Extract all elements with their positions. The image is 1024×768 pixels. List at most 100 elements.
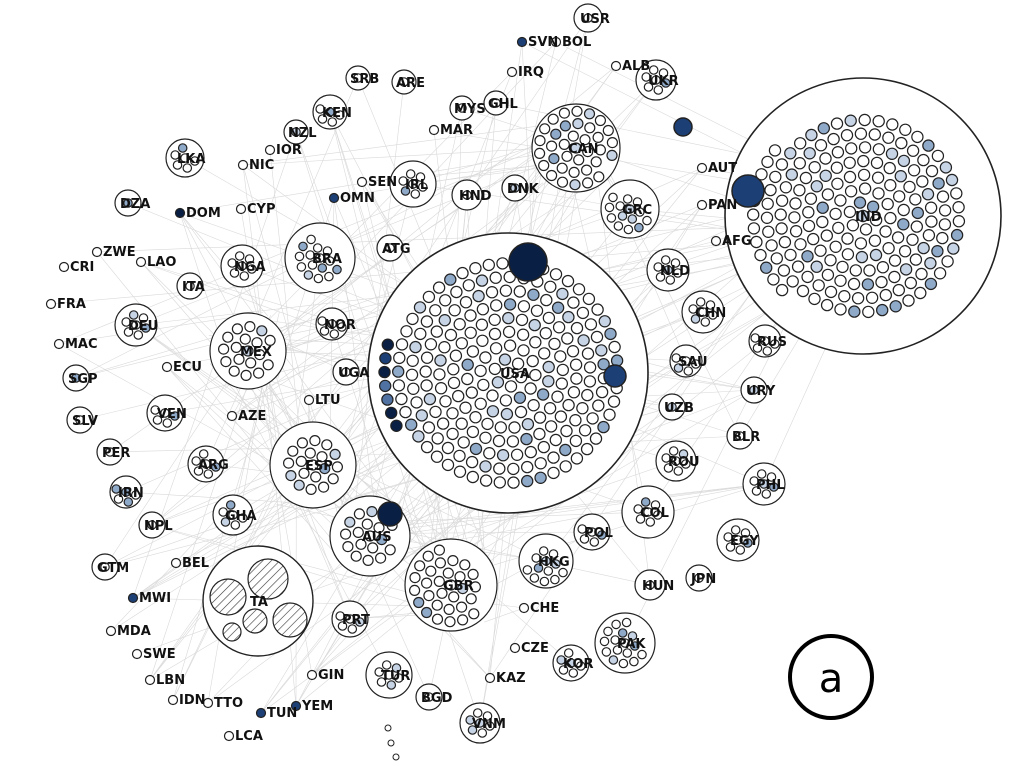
country-pol[interactable] [573, 513, 611, 551]
country-ind[interactable] [724, 77, 1002, 355]
country-irn[interactable] [109, 475, 143, 509]
country-usa[interactable] [367, 232, 649, 514]
country-per[interactable] [96, 438, 124, 466]
country-mex[interactable] [209, 312, 287, 390]
country-ven[interactable] [146, 394, 184, 432]
country-aze[interactable] [226, 410, 238, 422]
country-ta[interactable] [202, 545, 314, 657]
country-nic[interactable] [237, 159, 249, 171]
country-dom[interactable] [174, 207, 186, 219]
country-gtm[interactable] [91, 553, 119, 581]
country-uzb[interactable] [658, 393, 686, 421]
country-sgp[interactable] [62, 364, 90, 392]
node [694, 573, 704, 583]
country-mwi[interactable] [127, 592, 139, 604]
country-bol[interactable] [550, 36, 562, 48]
country-sen[interactable] [356, 176, 368, 188]
country-che[interactable] [518, 602, 530, 614]
country-hkg[interactable] [518, 533, 574, 589]
country-fra[interactable] [45, 298, 57, 310]
country-lao[interactable] [135, 256, 147, 268]
country-col[interactable] [621, 485, 675, 539]
node [533, 563, 544, 573]
country-nld[interactable] [646, 248, 690, 292]
country-gha[interactable] [212, 494, 254, 536]
country-alb[interactable] [610, 60, 622, 72]
country-arg[interactable] [187, 445, 225, 483]
country-dnk[interactable] [501, 174, 529, 202]
country-npl[interactable] [138, 511, 166, 539]
country-aut[interactable] [696, 162, 708, 174]
country-prt[interactable] [331, 600, 369, 638]
node [936, 231, 949, 245]
country-gin[interactable] [306, 669, 318, 681]
country-bel[interactable] [170, 557, 182, 569]
country-omn[interactable] [328, 192, 340, 204]
country-idn[interactable] [167, 694, 179, 706]
country-mar[interactable] [428, 124, 440, 136]
country-srb[interactable] [345, 65, 371, 91]
node [843, 170, 857, 184]
country-svn[interactable] [516, 36, 528, 48]
country-kaz[interactable] [484, 672, 496, 684]
country-cri[interactable] [58, 261, 70, 273]
country-egy[interactable] [716, 518, 760, 562]
country-tun[interactable] [255, 707, 267, 719]
country-can[interactable] [531, 103, 621, 193]
country-lca[interactable] [223, 730, 235, 742]
country-nga[interactable] [220, 244, 264, 288]
country-mac[interactable] [53, 338, 65, 350]
country-sau[interactable] [669, 344, 703, 378]
country-irq[interactable] [506, 66, 518, 78]
country-lka[interactable] [165, 138, 205, 178]
country-grc[interactable] [600, 179, 660, 239]
country-gbr[interactable] [404, 538, 498, 632]
country-ecu[interactable] [161, 361, 173, 373]
country-irl[interactable] [389, 160, 437, 208]
country-usr[interactable] [573, 3, 603, 33]
country-uga[interactable] [332, 358, 360, 386]
country-slv[interactable] [66, 406, 94, 434]
country-pan[interactable] [696, 199, 708, 211]
country-hnd[interactable] [451, 179, 483, 211]
country-ita[interactable] [176, 272, 204, 300]
country-cyp[interactable] [235, 203, 247, 215]
country-deu[interactable] [114, 303, 158, 347]
country-yem[interactable] [290, 700, 302, 712]
country-tto[interactable] [202, 697, 214, 709]
country-bra[interactable] [284, 222, 356, 294]
country-nor[interactable] [315, 307, 349, 341]
country-lbn[interactable] [144, 674, 156, 686]
country-are[interactable] [391, 69, 417, 95]
country-mda[interactable] [105, 625, 117, 637]
country-ghl[interactable] [483, 90, 509, 116]
label-tun: TUN [267, 706, 297, 721]
country-ukr[interactable] [635, 59, 677, 101]
country-tur[interactable] [365, 651, 413, 699]
country-dza[interactable] [114, 189, 142, 217]
country-ury[interactable] [740, 376, 768, 404]
country-cze[interactable] [509, 642, 521, 654]
country-kor[interactable] [552, 644, 590, 682]
country-rou[interactable] [655, 440, 697, 482]
country-swe[interactable] [131, 648, 143, 660]
country-rus[interactable] [748, 324, 782, 358]
country-vnm[interactable] [459, 702, 501, 744]
country-ior[interactable] [264, 144, 276, 156]
country-mys[interactable] [449, 95, 475, 121]
country-zwe[interactable] [91, 246, 103, 258]
country-ltu[interactable] [303, 394, 315, 406]
country-bgd[interactable] [415, 683, 443, 711]
country-nzl[interactable] [283, 119, 309, 145]
country-atg[interactable] [376, 234, 404, 262]
country-chn[interactable] [681, 290, 725, 334]
country-hun[interactable] [634, 569, 666, 601]
country-ken[interactable] [312, 94, 348, 130]
country-phl[interactable] [742, 462, 786, 506]
country-jpn[interactable] [685, 564, 713, 592]
country-pak[interactable] [594, 612, 656, 674]
country-afg[interactable] [710, 235, 722, 247]
node [477, 378, 490, 392]
country-blr[interactable] [726, 422, 754, 450]
country-esp[interactable] [269, 421, 357, 509]
